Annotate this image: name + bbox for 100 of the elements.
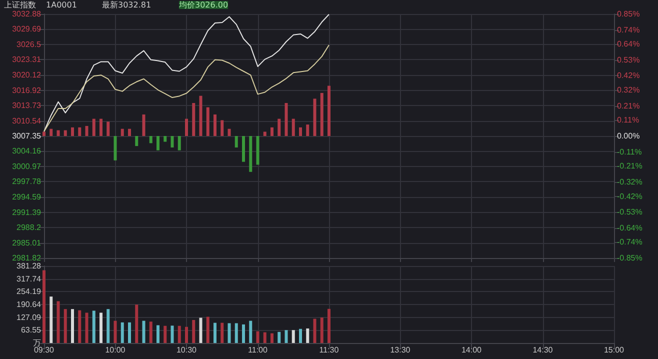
bar [78,310,82,343]
x-tick-label: 15:00 [604,346,625,354]
y2-tick-label: 0.32% [617,86,640,95]
bar [220,322,224,343]
y-tick-label: 2994.59 [12,192,42,202]
bar [199,318,202,343]
bar [128,322,131,343]
bar [149,136,152,144]
bar [192,320,196,343]
bar [306,328,310,343]
bar [185,326,188,343]
bar [214,322,216,343]
bar [64,130,67,136]
bar [114,320,117,343]
x-tick-label: 11:00 [248,346,268,354]
bar [320,318,324,343]
y2-tick-label: -0.74% [617,238,642,247]
y2-tick-label: 0.00% [617,132,640,140]
bar [170,136,174,148]
bar [292,330,295,343]
x-tick-label: 14:30 [532,346,554,354]
bar [214,114,216,136]
bar [92,118,96,136]
bar [249,320,252,343]
bar [56,301,60,343]
y-tick-label: 2988.2 [16,223,42,232]
y2-tick-label: -0.53% [617,208,642,217]
y-tick-label: 3007.35 [12,132,42,140]
bar [263,332,266,343]
y-tick-label: 3013.73 [12,101,42,110]
bar [284,102,288,136]
y2-tick-label: 0.11% [617,116,640,125]
bar [192,102,196,136]
y-tick-label: 2981.82 [12,254,42,262]
x-tick-label: 14:00 [461,346,482,354]
line-series [44,44,330,132]
line-series [44,14,330,132]
bar [299,127,302,136]
bar [71,127,74,136]
y-tick-label: 254.19 [16,287,42,296]
bar [100,312,102,343]
bar [328,308,330,343]
bar [256,136,260,165]
bar [328,86,330,136]
y-tick-label: 3023.31 [12,55,42,64]
y2-tick-label: -0.85% [617,254,642,262]
bar [263,132,266,136]
bar [270,127,274,136]
bar [228,128,231,136]
bar [299,328,302,343]
bar [278,332,281,343]
y-tick-label: 3000.97 [12,162,42,171]
y2-tick-label: 0.64% [617,40,640,49]
bar [50,296,53,343]
bar [156,136,160,150]
bar [206,316,210,343]
bar [164,326,167,343]
y-tick-label: 万 [33,338,41,348]
bar [242,324,245,343]
bar [228,323,231,343]
bar [128,128,131,136]
bar [85,126,88,136]
text: 上证指数 [4,0,36,10]
bar [278,118,281,136]
x-tick-label: 11:30 [319,346,340,354]
x-tick-label: 13:30 [390,346,411,354]
text: 均价3026.00 [178,0,228,10]
x-tick-label: 10:30 [176,346,198,354]
bar [71,309,74,343]
y-tick-label: 2997.78 [12,177,42,186]
y-tick-label: 3004.16 [12,146,42,156]
y-tick-label: 127.09 [16,312,42,322]
y2-tick-label: 0.21% [617,101,640,110]
bar [64,309,67,343]
bar [249,136,252,172]
y-tick-label: 3032.88 [12,10,42,18]
bar [270,333,274,343]
bar [100,118,102,136]
y2-tick-label: -0.32% [617,177,642,186]
y-tick-label: 2991.39 [12,208,42,217]
bar [92,310,96,343]
bar [178,326,181,343]
y-tick-label: 3026.5 [16,40,42,49]
bar [42,132,46,136]
y2-tick-label: 0.74% [617,25,640,34]
bar [306,124,310,136]
y2-tick-label: -0.64% [617,223,642,232]
y2-tick-label: -0.42% [617,192,642,201]
x-tick-label: 09:30 [34,346,55,354]
bar [142,320,146,343]
bar [220,120,224,136]
bar [320,92,324,136]
bar [178,136,181,150]
bar [106,122,110,136]
bar [120,128,124,136]
bar [199,96,202,136]
bar [185,118,188,136]
y2-tick-label: -0.21% [617,162,642,171]
bar [242,136,245,162]
text: 1A0001 [46,0,77,10]
